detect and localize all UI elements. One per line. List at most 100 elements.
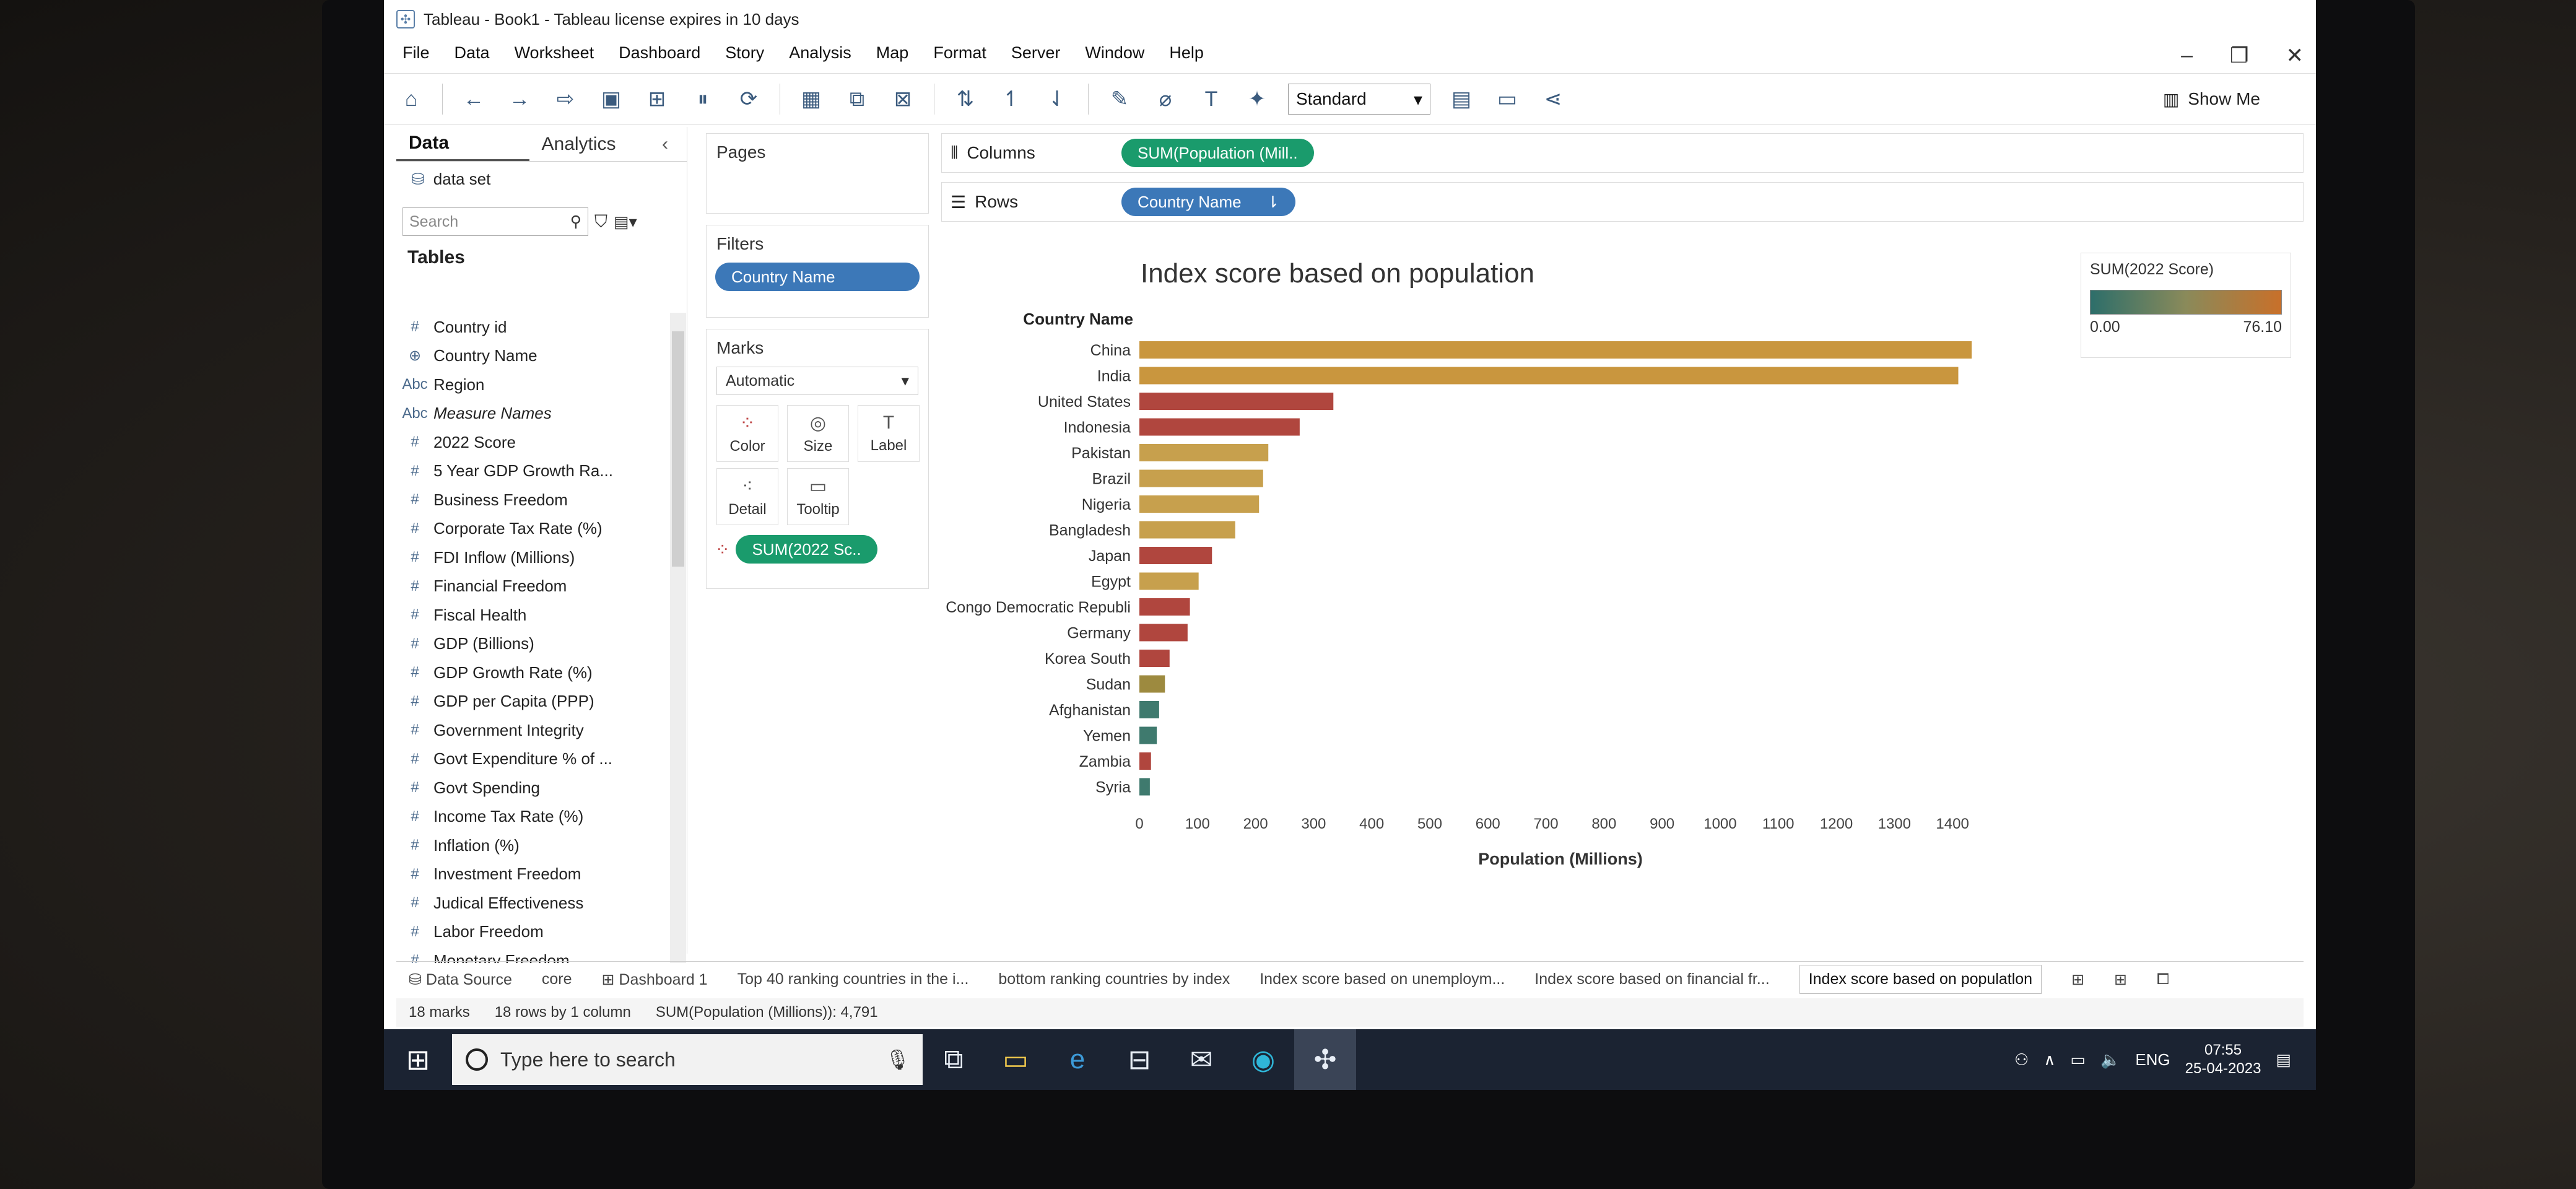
tab-data[interactable]: Data: [396, 127, 529, 161]
field-item[interactable]: # GDP Growth Rate (%): [396, 658, 669, 687]
restore-icon[interactable]: ❐: [2230, 44, 2249, 68]
task-view-icon[interactable]: ⧉: [944, 1044, 964, 1074]
tab-top-40[interactable]: Top 40 ranking countries in the i...: [737, 970, 969, 988]
tooltip-button[interactable]: ▭ Tooltip: [787, 468, 849, 525]
home-icon[interactable]: ⌂: [404, 87, 418, 111]
edge-icon[interactable]: ◉: [1251, 1044, 1276, 1075]
field-item[interactable]: # GDP (Billions): [396, 630, 669, 659]
undo-icon[interactable]: ←: [463, 87, 484, 111]
field-item[interactable]: # GDP per Capita (PPP): [396, 687, 669, 716]
share-icon[interactable]: ⋖: [1544, 87, 1562, 111]
file-explorer-icon[interactable]: ▭: [1003, 1044, 1029, 1075]
bar[interactable]: [1139, 495, 1260, 513]
menu-window[interactable]: Window: [1085, 43, 1145, 62]
tab-bottom-ranking[interactable]: bottom ranking countries by index: [998, 970, 1230, 988]
field-item[interactable]: Abc Region: [396, 370, 669, 399]
filter-icon[interactable]: ⛉: [594, 211, 608, 231]
edge-legacy-icon[interactable]: e: [1069, 1044, 1086, 1074]
search-input[interactable]: Search ⚲: [402, 207, 588, 236]
bar[interactable]: [1139, 752, 1151, 770]
new-story-tab-icon[interactable]: ⧠: [2157, 970, 2170, 988]
highlight-icon[interactable]: ✎: [1110, 87, 1129, 111]
rows-shelf[interactable]: ☰ Rows Country Name ⇂: [941, 182, 2304, 222]
view-options-icon[interactable]: ▤▾: [614, 212, 637, 231]
pause-updates-icon[interactable]: ⏸: [697, 87, 708, 111]
menu-dashboard[interactable]: Dashboard: [619, 43, 701, 62]
field-item[interactable]: # Govt Spending: [396, 773, 669, 803]
field-item[interactable]: # Govt Expenditure % of ...: [396, 745, 669, 774]
show-me-button[interactable]: ▥ Show Me: [2163, 89, 2260, 110]
new-worksheet-tab-icon[interactable]: ⊞: [2071, 970, 2085, 988]
show-cards-icon[interactable]: ▤: [1451, 87, 1472, 111]
field-item[interactable]: # Investment Freedom: [396, 860, 669, 889]
field-item[interactable]: #5 Year GDP Growth Ra...: [396, 457, 669, 486]
fix-axes-icon[interactable]: ✦: [1248, 87, 1266, 111]
field-item[interactable]: # Country id: [396, 313, 669, 342]
notifications-icon[interactable]: ▤: [2276, 1050, 2291, 1069]
field-item[interactable]: # FDI Inflow (Millions): [396, 543, 669, 572]
redo-icon[interactable]: →: [509, 87, 530, 111]
store-icon[interactable]: ⊟: [1128, 1044, 1151, 1075]
field-list-scrollbar[interactable]: [670, 313, 686, 963]
tab-analytics[interactable]: Analytics: [541, 133, 616, 154]
label-button[interactable]: T Label: [858, 405, 920, 462]
people-icon[interactable]: ⚇: [2014, 1050, 2029, 1069]
tab-core[interactable]: core: [541, 970, 572, 988]
sort-ascending-icon[interactable]: ↿: [1002, 87, 1020, 111]
field-item[interactable]: # Inflation (%): [396, 831, 669, 860]
save-icon[interactable]: ▣: [601, 87, 622, 111]
bar[interactable]: [1139, 624, 1188, 642]
bar[interactable]: [1139, 341, 1972, 359]
close-icon[interactable]: ✕: [2286, 44, 2304, 68]
tab-data-source[interactable]: ⛁ Data Source: [409, 970, 512, 989]
color-legend[interactable]: SUM(2022 Score) 0.00 76.10: [2081, 253, 2291, 358]
duplicate-sheet-icon[interactable]: ⧉: [849, 87, 865, 111]
detail-button[interactable]: ⁖ Detail: [716, 468, 778, 525]
tab-financial[interactable]: Index score based on financial fr...: [1534, 970, 1770, 988]
menu-help[interactable]: Help: [1169, 43, 1204, 62]
menu-map[interactable]: Map: [876, 43, 909, 62]
volume-icon[interactable]: 🔈: [2100, 1050, 2121, 1069]
bar[interactable]: [1139, 778, 1150, 796]
columns-pill[interactable]: SUM(Population (Mill..: [1121, 139, 1314, 167]
tab-population[interactable]: Index score based on populatlon: [1799, 965, 2042, 994]
data-source-row[interactable]: ⛁ data set: [396, 162, 687, 196]
field-item[interactable]: # Monetary Freedom: [396, 946, 669, 963]
bar[interactable]: [1139, 726, 1157, 744]
refresh-icon[interactable]: ⟳: [739, 87, 758, 111]
field-item[interactable]: # Judical Effectiveness: [396, 889, 669, 918]
battery-icon[interactable]: ▭: [2070, 1050, 2086, 1069]
bar[interactable]: [1139, 393, 1334, 410]
field-item[interactable]: # Income Tax Rate (%): [396, 803, 669, 832]
bar[interactable]: [1139, 572, 1199, 590]
bar[interactable]: [1139, 650, 1170, 667]
collapse-pane-icon[interactable]: ‹: [662, 133, 668, 154]
new-worksheet-icon[interactable]: ▦: [801, 87, 822, 111]
bar[interactable]: [1139, 701, 1159, 718]
windows-start-icon[interactable]: ⊞: [406, 1043, 430, 1076]
rows-pill[interactable]: Country Name ⇂: [1121, 188, 1296, 216]
bar[interactable]: [1139, 598, 1190, 616]
field-item[interactable]: # Corporate Tax Rate (%): [396, 515, 669, 544]
sort-descending-icon[interactable]: ⇃: [1048, 87, 1066, 111]
microphone-icon[interactable]: 🎙: [885, 1048, 910, 1071]
group-icon[interactable]: ⌀: [1159, 87, 1172, 111]
fit-select[interactable]: Standard ▾: [1288, 84, 1430, 115]
bar[interactable]: [1139, 367, 1959, 385]
field-item[interactable]: # Government Integrity: [396, 716, 669, 745]
field-item[interactable]: # Fiscal Health: [396, 601, 669, 630]
menu-server[interactable]: Server: [1011, 43, 1061, 62]
menu-file[interactable]: File: [402, 43, 430, 62]
bar[interactable]: [1139, 444, 1269, 461]
presentation-mode-icon[interactable]: ▭: [1497, 87, 1518, 111]
color-button[interactable]: ⁘ Color: [716, 405, 778, 462]
bar[interactable]: [1139, 547, 1212, 564]
new-datasource-icon[interactable]: ⊞: [648, 87, 666, 111]
bar[interactable]: [1139, 469, 1263, 487]
tab-unemployment[interactable]: Index score based on unemploym...: [1260, 970, 1505, 988]
bar[interactable]: [1139, 521, 1235, 539]
field-item[interactable]: # Business Freedom: [396, 486, 669, 515]
size-button[interactable]: ◎ Size: [787, 405, 849, 462]
columns-shelf[interactable]: ⦀ Columns SUM(Population (Mill..: [941, 133, 2304, 173]
labels-icon[interactable]: T: [1204, 87, 1218, 111]
